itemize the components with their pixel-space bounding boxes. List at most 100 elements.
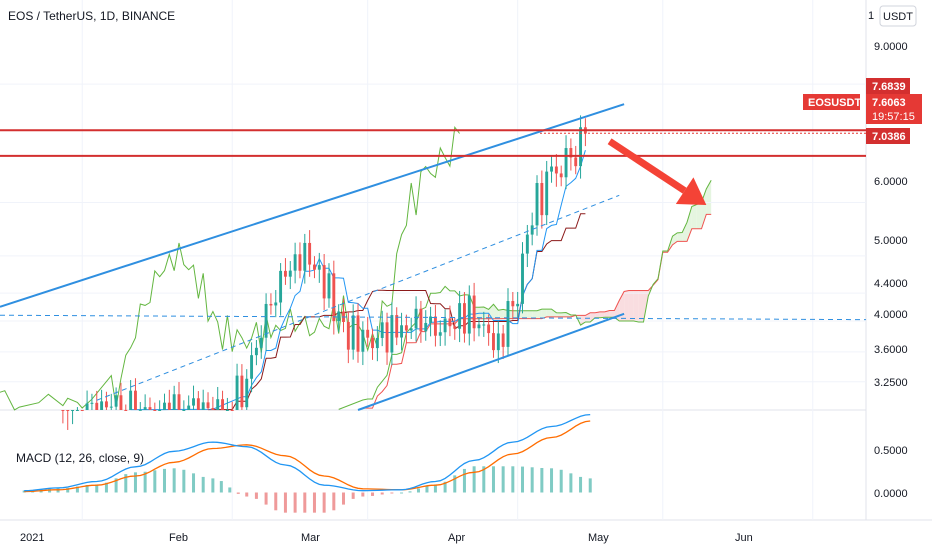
resistance-upper-tag bbox=[866, 78, 910, 94]
macd-histogram-bar bbox=[114, 478, 118, 493]
candle-body bbox=[506, 301, 510, 347]
candle-body bbox=[100, 401, 104, 410]
channel-lower-line bbox=[357, 312, 625, 411]
macd-histogram-bar bbox=[264, 492, 268, 505]
cloud-segment bbox=[686, 206, 692, 242]
candle-body bbox=[317, 265, 321, 270]
candle-body bbox=[458, 303, 462, 329]
macd-histogram-bar bbox=[172, 468, 176, 493]
candle-body bbox=[414, 308, 418, 329]
currency-button[interactable] bbox=[879, 5, 917, 27]
candle-body bbox=[245, 378, 249, 408]
macd-histogram-bar bbox=[56, 488, 60, 493]
candle-body bbox=[375, 337, 379, 349]
candle-body bbox=[574, 157, 578, 167]
candle-body bbox=[462, 303, 466, 334]
candle-body bbox=[525, 234, 529, 254]
cloud-segment bbox=[696, 202, 702, 229]
macd-histogram-bar bbox=[293, 492, 297, 513]
macd-histogram-bar bbox=[501, 466, 505, 493]
macd-pane bbox=[22, 413, 592, 513]
cloud-segment bbox=[556, 312, 562, 317]
cloud-segment bbox=[677, 232, 683, 242]
price-tick: 4.4000 bbox=[874, 278, 908, 290]
candle-body bbox=[279, 270, 283, 303]
grid bbox=[0, 0, 866, 520]
candle-body bbox=[395, 315, 399, 338]
price-axis-ticks: 9.0000 6.0000 5.0000 4.4000 4.0000 3.600… bbox=[874, 41, 908, 389]
candle-body bbox=[250, 355, 254, 379]
candle-body bbox=[182, 410, 186, 411]
macd-histogram-bar bbox=[332, 492, 336, 511]
price-tags: 7.6839 EOSUSDT 7.6063 19:57:15 7.0386 bbox=[803, 78, 922, 144]
candle-body bbox=[346, 321, 350, 350]
candle-body bbox=[109, 406, 113, 408]
macd-histogram-bar bbox=[192, 473, 196, 493]
price-tick: 3.2500 bbox=[874, 377, 908, 389]
candle-body bbox=[75, 410, 79, 411]
candle-body bbox=[134, 390, 137, 410]
candle-body bbox=[516, 303, 520, 307]
cloud-segment bbox=[551, 309, 557, 317]
signal-line bbox=[24, 420, 591, 493]
macd-histogram-bar bbox=[462, 468, 466, 493]
candle-body bbox=[274, 302, 278, 306]
price-tick: 4.0000 bbox=[874, 309, 908, 321]
macd-histogram-bar bbox=[425, 485, 429, 493]
candle-body bbox=[104, 401, 108, 408]
candle-body bbox=[211, 408, 215, 410]
candle-body bbox=[254, 347, 258, 356]
candle-body bbox=[71, 410, 75, 411]
macd-histogram-bar bbox=[511, 466, 515, 493]
candle-body bbox=[535, 182, 539, 226]
macd-histogram-bar bbox=[491, 466, 495, 493]
candle-body bbox=[264, 303, 268, 338]
macd-histogram-bar bbox=[75, 486, 79, 493]
candle-body bbox=[559, 173, 563, 178]
time-label: 2021 bbox=[20, 532, 44, 544]
time-label: Jun bbox=[735, 532, 753, 544]
candle-body bbox=[564, 148, 568, 178]
macd-histogram-bar bbox=[390, 492, 394, 494]
candle-body bbox=[390, 315, 394, 353]
candle-body bbox=[424, 322, 428, 332]
macd-histogram-bar bbox=[274, 492, 278, 511]
candle-body bbox=[138, 409, 142, 411]
candle-body bbox=[158, 410, 162, 411]
candle-body bbox=[554, 166, 558, 174]
macd-histogram-bar bbox=[303, 492, 307, 513]
candle-body bbox=[443, 318, 447, 333]
candle-body bbox=[366, 329, 370, 338]
projection-arrow-head bbox=[675, 177, 707, 205]
candle-body bbox=[332, 273, 336, 322]
candle-body bbox=[80, 410, 84, 411]
candle-body bbox=[90, 402, 94, 404]
macd-histogram-bar bbox=[579, 476, 583, 493]
candle-body bbox=[492, 333, 495, 351]
price-axis-top-partial: 1 bbox=[868, 10, 874, 22]
macd-title: MACD (12, 26, close, 9) bbox=[16, 451, 144, 465]
cloud-segment bbox=[541, 309, 547, 319]
cloud-segment bbox=[498, 309, 504, 319]
time-label: Apr bbox=[448, 532, 465, 544]
macd-line bbox=[24, 413, 591, 492]
cloud-segment bbox=[595, 311, 600, 318]
candle-body bbox=[477, 324, 481, 329]
macd-histogram-bar bbox=[530, 467, 534, 493]
symbol-tag bbox=[803, 94, 860, 110]
candle-body bbox=[530, 225, 534, 235]
macd-histogram-bar bbox=[153, 470, 157, 493]
candle-body bbox=[419, 308, 423, 332]
price-tick: 9.0000 bbox=[874, 41, 908, 53]
macd-histogram-bar bbox=[85, 485, 89, 493]
candle-body bbox=[511, 301, 515, 307]
candle-body bbox=[95, 402, 99, 410]
candle-body bbox=[472, 295, 476, 329]
macd-histogram-bar bbox=[162, 468, 166, 493]
candle-body bbox=[177, 394, 181, 410]
macd-histogram-bar bbox=[133, 472, 137, 493]
macd-histogram-bar bbox=[104, 482, 108, 493]
cloud-segment bbox=[682, 222, 687, 242]
macd-histogram-bar bbox=[540, 468, 544, 493]
